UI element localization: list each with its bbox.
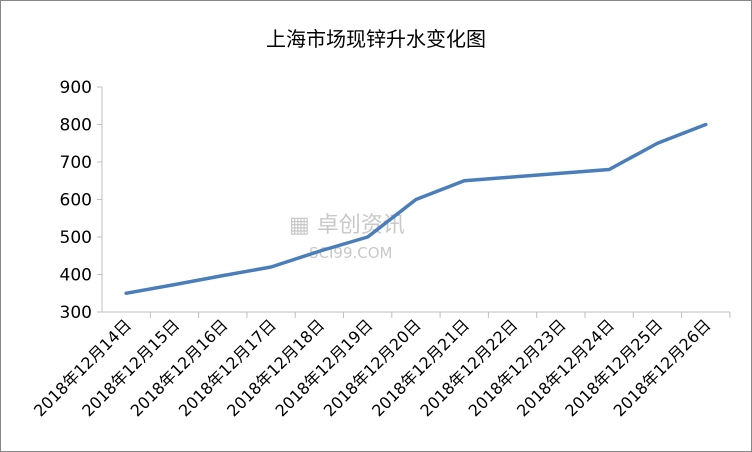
y-tick-label: 500 [60,228,92,248]
chart-title: 上海市场现锌升水变化图 [266,27,486,51]
watermark: ▦ 卓创资讯 SCI99.COM [289,213,405,262]
y-tick-label: 600 [60,191,92,211]
y-tick-label: 300 [60,303,92,323]
y-tick-label: 700 [60,153,92,173]
data-line [124,122,708,295]
y-tick-label: 800 [60,116,92,136]
y-tick-label: 400 [60,266,92,286]
y-tick-label: 900 [60,78,92,98]
